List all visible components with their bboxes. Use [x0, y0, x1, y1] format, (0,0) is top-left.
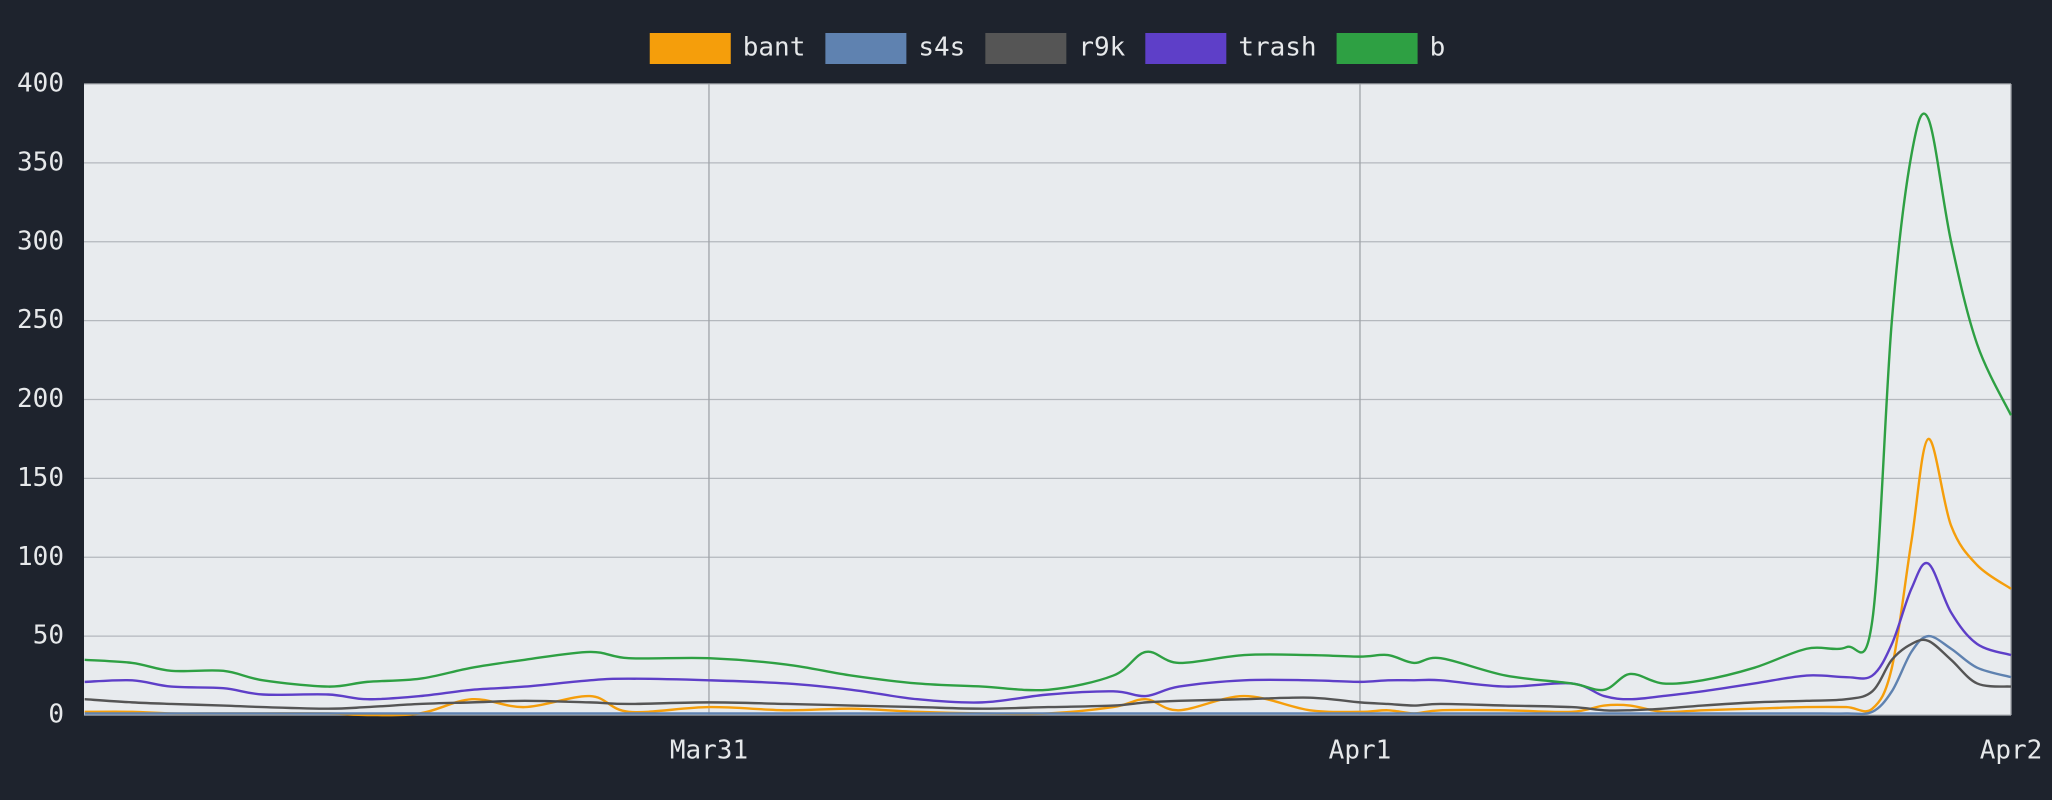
- series-line: [84, 638, 2012, 712]
- legend-swatch[interactable]: [985, 33, 1067, 64]
- x-tick-label: Mar31: [670, 736, 748, 766]
- series-line: [84, 112, 2013, 692]
- legend-label[interactable]: r9k: [1078, 33, 1125, 63]
- y-tick-label: 400: [17, 69, 64, 99]
- y-tick-label: 50: [33, 621, 64, 651]
- series-line: [84, 437, 2012, 717]
- legend-label[interactable]: s4s: [918, 33, 965, 63]
- y-tick-label: 100: [17, 542, 64, 572]
- legend-swatch[interactable]: [1336, 33, 1418, 64]
- x-tick-label: Apr2: [1980, 736, 2043, 766]
- legend-swatch[interactable]: [825, 33, 907, 64]
- legend-label[interactable]: b: [1430, 33, 1446, 63]
- legend-label[interactable]: trash: [1238, 33, 1316, 63]
- y-tick-label: 250: [17, 305, 64, 335]
- y-tick-label: 350: [17, 147, 64, 177]
- y-tick-label: 300: [17, 226, 64, 256]
- legend-swatch[interactable]: [649, 33, 731, 64]
- series-line: [84, 634, 2012, 716]
- y-tick-label: 200: [17, 384, 64, 414]
- legend-swatch[interactable]: [1145, 33, 1227, 64]
- y-tick-label: 150: [17, 463, 64, 493]
- legend-label[interactable]: bant: [743, 33, 806, 63]
- x-tick-label: Apr1: [1329, 736, 1392, 766]
- y-tick-label: 0: [48, 700, 64, 730]
- series-line: [84, 561, 2012, 704]
